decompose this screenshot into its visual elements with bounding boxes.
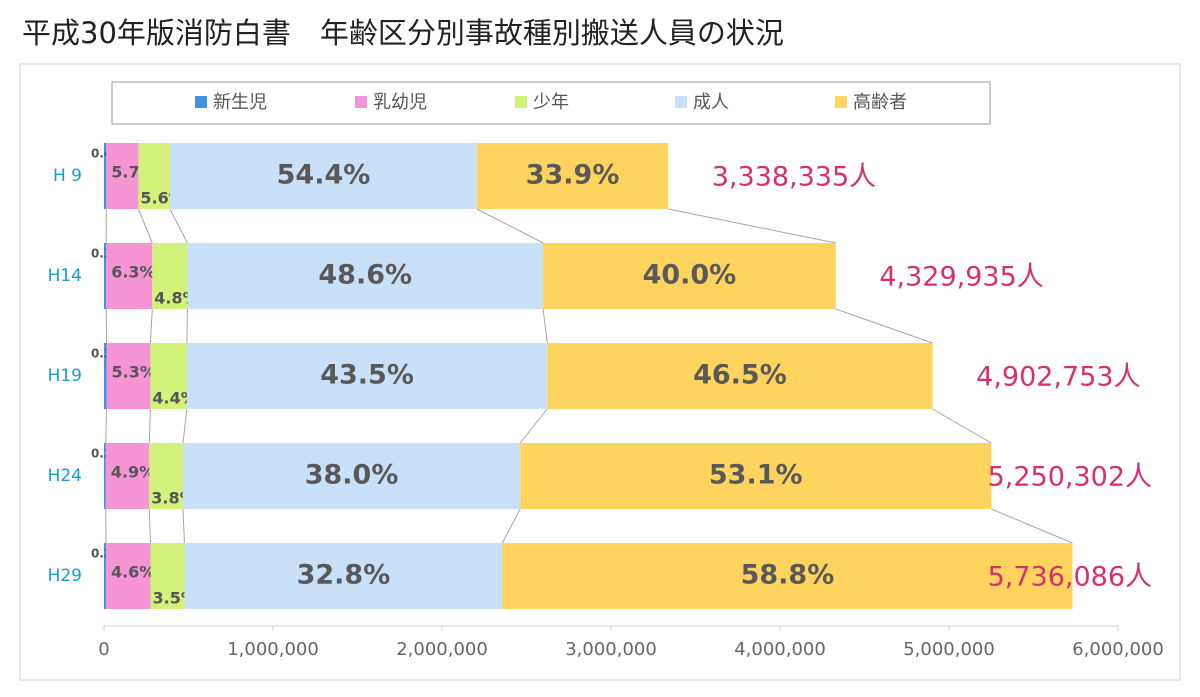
data-label: 54.4% (277, 160, 371, 191)
total-label: 4,902,753人 (976, 362, 1140, 393)
data-label: 32.8% (297, 560, 391, 591)
connector (137, 208, 153, 244)
connector (668, 208, 836, 244)
data-label: 53.1% (709, 460, 803, 491)
connector (149, 308, 153, 344)
connector (182, 408, 188, 444)
total-label: 4,329,935人 (879, 262, 1043, 293)
bar-segment (105, 543, 151, 609)
legend-label: 乳幼児 (373, 92, 427, 113)
total-label: 5,250,302人 (988, 462, 1152, 493)
connector (501, 508, 521, 544)
x-tick-label: 1,000,000 (227, 639, 319, 660)
legend-label: 少年 (533, 92, 569, 113)
bar-segment (106, 143, 139, 209)
data-label: 5.3% (111, 363, 155, 382)
bar-segment (502, 543, 1073, 609)
y-tick-label: H14 (48, 266, 82, 286)
chart-frame (19, 63, 1181, 681)
bar-segment (104, 543, 106, 609)
x-tick-label: 5,000,000 (903, 639, 995, 660)
connector (105, 408, 107, 444)
bar-segment (543, 243, 836, 309)
bar-segment (547, 343, 933, 409)
chart-title: 平成30年版消防白書 年齢区分別事故種別搬送人員の状況 (22, 16, 784, 50)
x-tick-label: 4,000,000 (734, 639, 826, 660)
connector (476, 208, 544, 244)
connector (169, 208, 188, 244)
data-label: 33.9% (526, 160, 620, 191)
legend-label: 成人 (693, 92, 729, 113)
y-tick-label: H24 (48, 466, 82, 486)
data-label: 43.5% (320, 360, 414, 391)
legend-swatch (515, 96, 527, 108)
bar-segment (104, 443, 106, 509)
connector (542, 308, 548, 344)
x-tick-label: 2,000,000 (396, 639, 488, 660)
data-label: 38.0% (305, 460, 399, 491)
bar-segment (520, 443, 992, 509)
bar-segment (138, 143, 171, 209)
connector (991, 508, 1073, 544)
data-label: 6.3% (111, 263, 155, 282)
legend-swatch (835, 96, 847, 108)
bar-segment (182, 443, 521, 509)
bar-segment (150, 343, 187, 409)
x-tick-label: 0 (98, 639, 109, 660)
data-label: 4.4% (152, 389, 196, 408)
bar-segment (105, 443, 150, 509)
connector (835, 308, 933, 344)
bar-segment (106, 243, 153, 309)
data-label: 46.5% (693, 360, 787, 391)
connector (148, 508, 152, 544)
bar-segment (186, 343, 548, 409)
legend-swatch (355, 96, 367, 108)
bar-segment (150, 543, 185, 609)
y-tick-label: H29 (48, 566, 82, 586)
bar-segment (152, 243, 188, 309)
total-label: 5,736,086人 (988, 562, 1152, 593)
x-tick-label: 3,000,000 (565, 639, 657, 660)
bar-segment (170, 143, 477, 209)
data-label: 48.6% (318, 260, 412, 291)
x-tick-label: 6,000,000 (1072, 639, 1164, 660)
bar-segment (106, 343, 151, 409)
bar-segment (476, 143, 669, 209)
y-tick-label: H19 (48, 366, 82, 386)
data-label: 4.9% (111, 463, 155, 482)
connector (932, 408, 992, 444)
connector (519, 408, 548, 444)
legend-swatch (195, 96, 207, 108)
y-tick-label: H 9 (53, 166, 82, 186)
bar-segment (104, 243, 107, 309)
legend-label: 高齢者 (853, 92, 907, 113)
total-label: 3,338,335人 (712, 162, 876, 193)
data-label: 58.8% (741, 560, 835, 591)
legend-swatch (675, 96, 687, 108)
data-label: 4.6% (111, 563, 155, 582)
bar-segment (104, 143, 107, 209)
bar-segment (104, 343, 107, 409)
connector (186, 308, 188, 344)
bar-segment (187, 243, 544, 309)
data-label: 40.0% (643, 260, 737, 291)
bar-segment (149, 443, 183, 509)
legend-label: 新生児 (213, 92, 267, 113)
bar-segment (184, 543, 503, 609)
connector (148, 408, 151, 444)
connector (182, 508, 185, 544)
